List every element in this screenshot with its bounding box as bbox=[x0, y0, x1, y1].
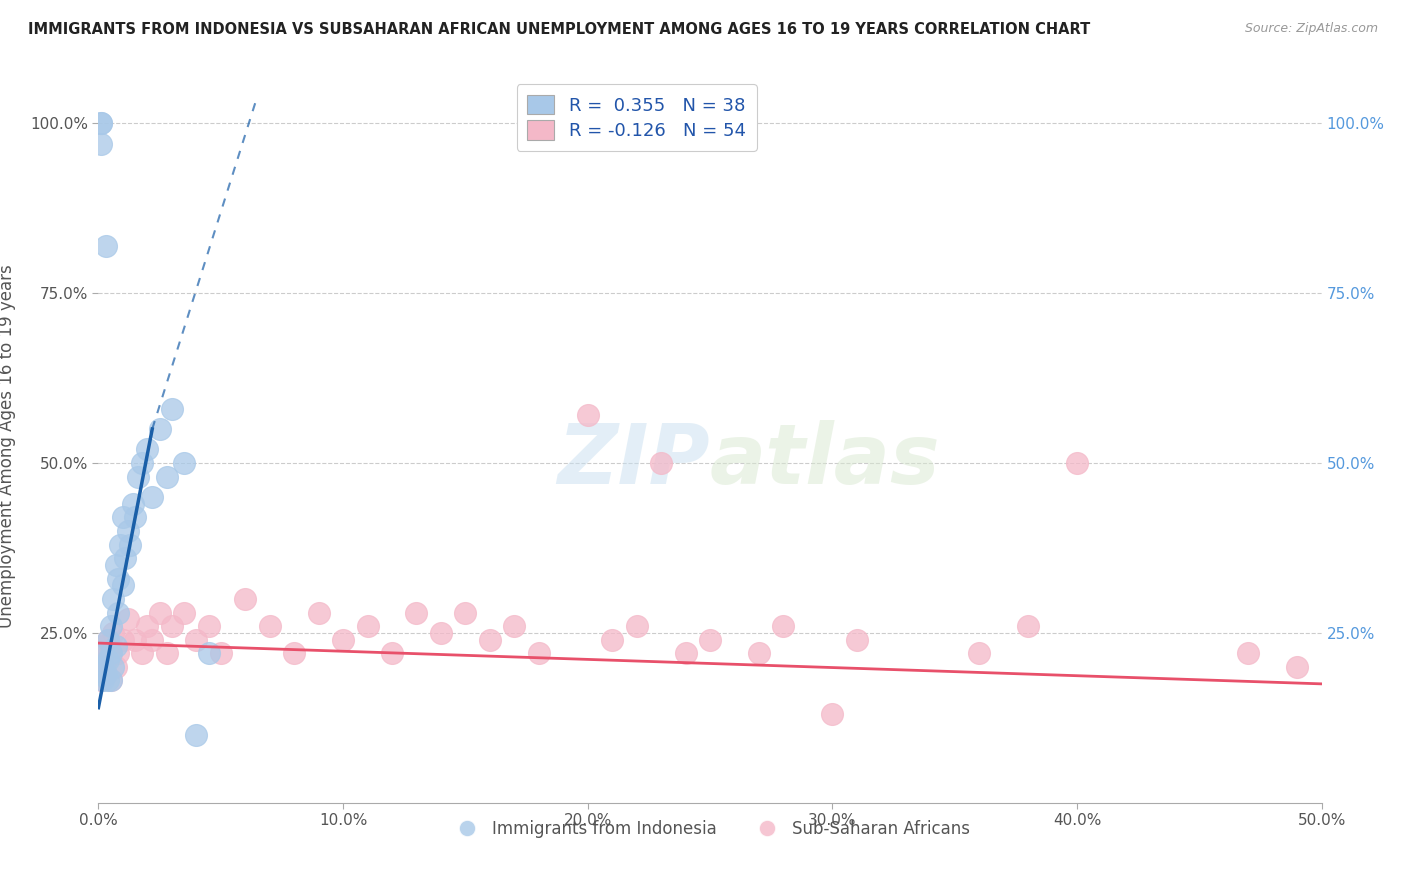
Point bbox=[454, 606, 477, 620]
Point bbox=[90, 136, 112, 151]
Point bbox=[90, 116, 112, 130]
Point bbox=[91, 660, 114, 674]
Point bbox=[127, 469, 149, 483]
Point bbox=[111, 510, 134, 524]
Point bbox=[160, 619, 183, 633]
Point bbox=[111, 632, 134, 647]
Point bbox=[699, 632, 721, 647]
Point bbox=[675, 646, 697, 660]
Point bbox=[104, 558, 127, 572]
Point bbox=[308, 606, 330, 620]
Point bbox=[967, 646, 990, 660]
Point bbox=[430, 626, 453, 640]
Point bbox=[845, 632, 868, 647]
Point bbox=[186, 728, 208, 742]
Point bbox=[233, 591, 256, 606]
Point bbox=[97, 673, 120, 688]
Point bbox=[197, 619, 219, 633]
Point bbox=[94, 653, 117, 667]
Point bbox=[124, 632, 146, 647]
Point bbox=[283, 646, 305, 660]
Point bbox=[107, 572, 129, 586]
Point bbox=[100, 619, 122, 633]
Point bbox=[101, 591, 124, 606]
Point bbox=[104, 660, 127, 674]
Point bbox=[650, 456, 672, 470]
Point bbox=[97, 632, 120, 647]
Point bbox=[90, 646, 112, 660]
Point bbox=[100, 646, 122, 660]
Point bbox=[90, 673, 112, 688]
Point bbox=[114, 551, 136, 566]
Point bbox=[101, 660, 124, 674]
Point bbox=[259, 619, 281, 633]
Point bbox=[91, 660, 114, 674]
Point bbox=[405, 606, 427, 620]
Point bbox=[131, 646, 153, 660]
Text: IMMIGRANTS FROM INDONESIA VS SUBSAHARAN AFRICAN UNEMPLOYMENT AMONG AGES 16 TO 19: IMMIGRANTS FROM INDONESIA VS SUBSAHARAN … bbox=[28, 22, 1091, 37]
Point bbox=[381, 646, 404, 660]
Point bbox=[100, 673, 122, 688]
Point bbox=[91, 673, 114, 688]
Text: ZIP: ZIP bbox=[557, 420, 710, 500]
Point bbox=[626, 619, 648, 633]
Point bbox=[94, 666, 117, 681]
Point bbox=[600, 632, 623, 647]
Point bbox=[107, 646, 129, 660]
Point bbox=[110, 537, 132, 551]
Point bbox=[197, 646, 219, 660]
Point bbox=[209, 646, 232, 660]
Point bbox=[136, 619, 159, 633]
Point bbox=[1066, 456, 1088, 470]
Point bbox=[156, 646, 179, 660]
Point bbox=[91, 640, 114, 654]
Point bbox=[136, 442, 159, 457]
Point bbox=[1017, 619, 1039, 633]
Point bbox=[772, 619, 794, 633]
Point bbox=[149, 422, 172, 436]
Point bbox=[101, 626, 124, 640]
Point bbox=[527, 646, 550, 660]
Point bbox=[186, 632, 208, 647]
Point bbox=[97, 632, 120, 647]
Point bbox=[821, 707, 844, 722]
Point bbox=[120, 537, 142, 551]
Point bbox=[90, 116, 112, 130]
Point bbox=[141, 490, 163, 504]
Point bbox=[124, 510, 146, 524]
Legend: Immigrants from Indonesia, Sub-Saharan Africans: Immigrants from Indonesia, Sub-Saharan A… bbox=[444, 814, 976, 845]
Point bbox=[503, 619, 526, 633]
Point bbox=[111, 578, 134, 592]
Point bbox=[107, 606, 129, 620]
Point bbox=[173, 606, 195, 620]
Point bbox=[117, 524, 139, 538]
Point bbox=[141, 632, 163, 647]
Point bbox=[100, 646, 122, 660]
Point bbox=[1286, 660, 1309, 674]
Point bbox=[173, 456, 195, 470]
Point bbox=[332, 632, 354, 647]
Point bbox=[94, 238, 117, 252]
Point bbox=[94, 666, 117, 681]
Point bbox=[1237, 646, 1260, 660]
Text: atlas: atlas bbox=[710, 420, 941, 500]
Point bbox=[356, 619, 378, 633]
Point bbox=[104, 640, 127, 654]
Point bbox=[117, 612, 139, 626]
Point bbox=[91, 646, 114, 660]
Point bbox=[576, 409, 599, 423]
Point bbox=[156, 469, 179, 483]
Text: Source: ZipAtlas.com: Source: ZipAtlas.com bbox=[1244, 22, 1378, 36]
Point bbox=[100, 673, 122, 688]
Point bbox=[97, 653, 120, 667]
Point bbox=[478, 632, 501, 647]
Point bbox=[121, 497, 143, 511]
Point bbox=[149, 606, 172, 620]
Y-axis label: Unemployment Among Ages 16 to 19 years: Unemployment Among Ages 16 to 19 years bbox=[0, 264, 15, 628]
Point bbox=[748, 646, 770, 660]
Point bbox=[131, 456, 153, 470]
Point bbox=[90, 660, 112, 674]
Point bbox=[160, 401, 183, 416]
